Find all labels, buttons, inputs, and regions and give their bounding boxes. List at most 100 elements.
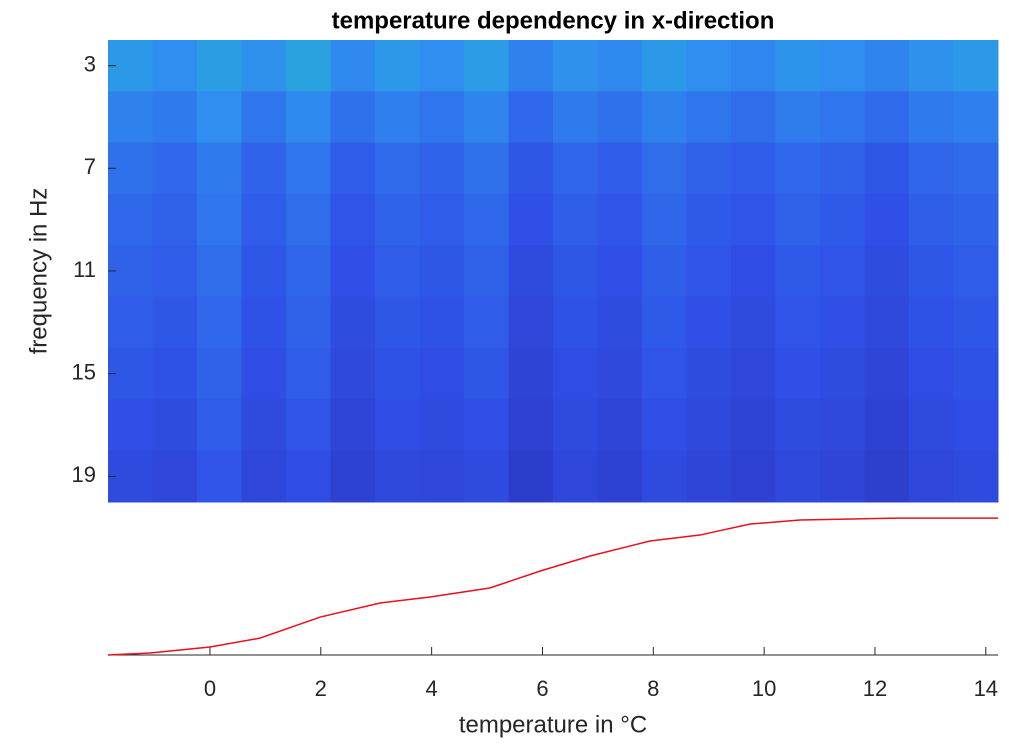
heatmap-cell: [375, 399, 420, 452]
heatmap-cell: [553, 194, 598, 246]
heatmap-cell: [197, 450, 242, 503]
heatmap-cell: [597, 348, 643, 400]
heatmap-cell: [152, 399, 198, 452]
heatmap-cell: [419, 142, 465, 195]
heatmap-cell: [330, 296, 376, 349]
heatmap-cell: [775, 399, 821, 452]
x-tick-label: 14: [974, 676, 998, 701]
heatmap-cell: [286, 194, 331, 246]
heatmap-cell: [953, 296, 999, 349]
y-axis-label: frequency in Hz: [25, 188, 52, 355]
heatmap-cell: [953, 194, 999, 246]
heatmap-cell: [508, 450, 554, 503]
y-tick-label: 3: [84, 51, 96, 76]
heatmap-cell: [642, 40, 687, 92]
heatmap-cell: [731, 348, 776, 400]
heatmap-cell: [286, 348, 331, 400]
heatmap-cell: [820, 91, 865, 144]
x-tick-label: 4: [426, 676, 438, 701]
heatmap-cell: [419, 348, 465, 400]
heatmap-cell: [419, 91, 465, 144]
heatmap-cell: [419, 450, 465, 503]
heatmap-cell: [775, 245, 821, 298]
heatmap-cell: [731, 296, 776, 349]
heatmap-cell: [152, 450, 198, 503]
heatmap-cell: [197, 91, 242, 144]
heatmap-cell: [909, 399, 954, 452]
heatmap-cell: [508, 142, 554, 195]
heatmap-cell: [152, 194, 198, 246]
heatmap-cell: [775, 194, 821, 246]
heatmap-cell: [330, 348, 376, 400]
heatmap-cell: [197, 399, 242, 452]
heatmap-cell: [909, 194, 954, 246]
heatmap-cell: [197, 40, 242, 92]
heatmap-cell: [642, 399, 687, 452]
heatmap-cell: [553, 399, 598, 452]
heatmap-cell: [820, 450, 865, 503]
heatmap-cell: [775, 348, 821, 400]
heatmap-cell: [286, 91, 331, 144]
heatmap-cell: [820, 348, 865, 400]
heatmap-cell: [553, 40, 598, 92]
heatmap-cell: [642, 245, 687, 298]
heatmap-cell: [864, 399, 910, 452]
heatmap-cell: [464, 245, 509, 298]
heatmap-cell: [864, 348, 910, 400]
heatmap-cell: [909, 450, 954, 503]
heatmap-cell: [330, 142, 376, 195]
heatmap-cell: [464, 194, 509, 246]
heatmap-cell: [864, 91, 910, 144]
y-tick-label: 15: [72, 359, 96, 384]
heatmap-cell: [464, 142, 509, 195]
heatmap-cell: [909, 245, 954, 298]
heatmap-cell: [286, 296, 331, 349]
heatmap-cell: [330, 40, 376, 92]
heatmap-cell: [597, 91, 643, 144]
heatmap-cell: [731, 91, 776, 144]
heatmap-cell: [820, 40, 865, 92]
x-tick-label: 10: [752, 676, 776, 701]
heatmap-cell: [775, 91, 821, 144]
heatmap-cell: [642, 142, 687, 195]
heatmap-cell: [464, 348, 509, 400]
heatmap-cell: [419, 194, 465, 246]
chart-title: temperature dependency in x-direction: [332, 7, 775, 34]
heatmap-cell: [508, 245, 554, 298]
heatmap-cell: [820, 142, 865, 195]
heatmap-cell: [108, 296, 153, 349]
heatmap-cell: [686, 245, 732, 298]
heatmap-cell: [731, 245, 776, 298]
heatmap-cell: [464, 399, 509, 452]
heatmap-cell: [197, 142, 242, 195]
heatmap-cell: [731, 450, 776, 503]
heatmap-cell: [686, 296, 732, 349]
y-tick-label: 7: [84, 154, 96, 179]
heatmap-cell: [508, 194, 554, 246]
heatmap-cell: [864, 194, 910, 246]
heatmap-cell: [152, 296, 198, 349]
heatmap-cell: [152, 348, 198, 400]
heatmap-cell: [553, 142, 598, 195]
heatmap-cell: [597, 194, 643, 246]
heatmap-cell: [286, 142, 331, 195]
heatmap-cell: [197, 194, 242, 246]
heatmap-cell: [686, 450, 732, 503]
heatmap-cell: [597, 40, 643, 92]
heatmap-cell: [419, 399, 465, 452]
heatmap-cell: [375, 348, 420, 400]
heatmap-cell: [464, 450, 509, 503]
heatmap-cell: [686, 194, 732, 246]
heatmap-cell: [241, 348, 287, 400]
heatmap-cell: [553, 91, 598, 144]
heatmap-cell: [330, 194, 376, 246]
heatmap-cell: [953, 40, 999, 92]
heatmap-cell: [330, 450, 376, 503]
heatmap-cell: [241, 296, 287, 349]
heatmap-cell: [375, 91, 420, 144]
heatmap-cell: [820, 245, 865, 298]
heatmap-cell: [953, 142, 999, 195]
heatmap-cell: [775, 450, 821, 503]
heatmap-cell: [953, 245, 999, 298]
